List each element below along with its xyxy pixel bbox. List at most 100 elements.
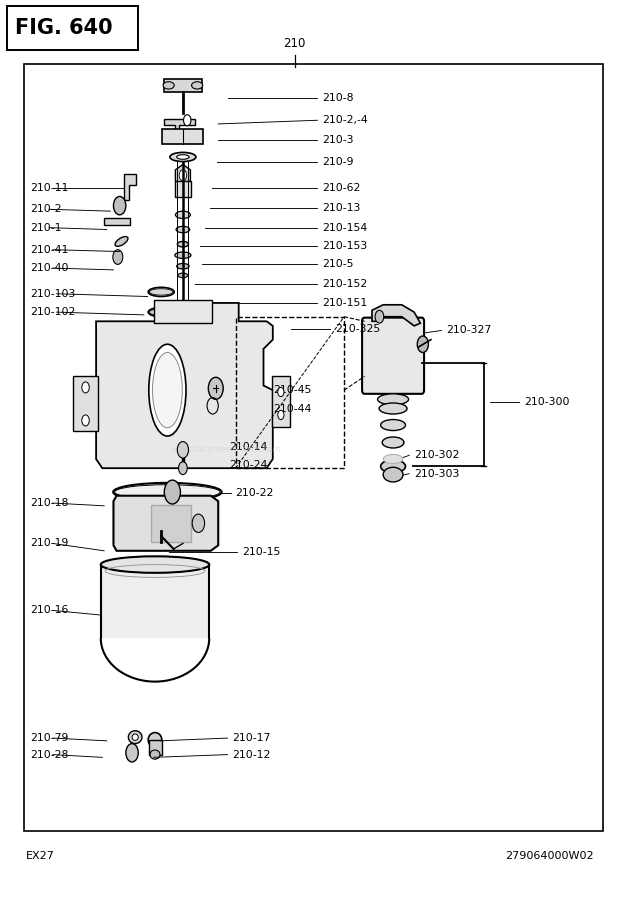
Text: 210-8: 210-8 xyxy=(322,94,354,103)
Bar xyxy=(154,300,212,323)
Circle shape xyxy=(179,462,187,475)
Circle shape xyxy=(164,480,180,504)
Text: 210-62: 210-62 xyxy=(322,184,361,193)
Ellipse shape xyxy=(177,241,188,247)
Ellipse shape xyxy=(378,394,409,405)
Ellipse shape xyxy=(175,252,191,259)
Ellipse shape xyxy=(381,460,405,473)
Text: 210-103: 210-103 xyxy=(30,289,75,298)
Bar xyxy=(151,505,191,542)
Ellipse shape xyxy=(379,404,407,413)
Ellipse shape xyxy=(115,237,128,246)
Bar xyxy=(162,129,203,144)
Bar xyxy=(149,740,162,755)
Text: 210-151: 210-151 xyxy=(322,298,368,308)
Text: 210-14: 210-14 xyxy=(229,442,268,452)
Ellipse shape xyxy=(381,420,405,431)
Text: 210-22: 210-22 xyxy=(236,488,274,498)
Text: 210-79: 210-79 xyxy=(30,733,68,743)
Ellipse shape xyxy=(149,308,173,315)
Text: 210-40: 210-40 xyxy=(30,263,68,273)
Text: 210-13: 210-13 xyxy=(322,204,361,213)
Ellipse shape xyxy=(382,438,404,447)
Text: 210-1: 210-1 xyxy=(30,223,61,232)
Ellipse shape xyxy=(132,734,138,740)
Circle shape xyxy=(417,336,428,353)
Text: 210-2: 210-2 xyxy=(30,205,61,214)
Polygon shape xyxy=(100,565,210,638)
Text: 210-102: 210-102 xyxy=(30,308,75,317)
Text: EX27: EX27 xyxy=(26,851,55,860)
Circle shape xyxy=(113,250,123,264)
Circle shape xyxy=(82,382,89,393)
Polygon shape xyxy=(124,174,136,200)
Text: 210-15: 210-15 xyxy=(242,547,280,556)
Text: 210-44: 210-44 xyxy=(273,405,311,414)
Text: FIG. 640: FIG. 640 xyxy=(15,18,112,39)
Ellipse shape xyxy=(100,556,210,573)
Circle shape xyxy=(192,514,205,532)
Ellipse shape xyxy=(379,403,407,414)
Bar xyxy=(175,181,191,197)
Ellipse shape xyxy=(148,733,162,747)
Text: 210-16: 210-16 xyxy=(30,606,68,615)
Ellipse shape xyxy=(128,731,142,744)
Circle shape xyxy=(278,387,284,397)
Text: 210-327: 210-327 xyxy=(446,326,492,335)
Bar xyxy=(24,64,603,831)
Bar xyxy=(272,376,290,427)
Ellipse shape xyxy=(178,274,188,277)
Ellipse shape xyxy=(177,155,189,160)
Text: 210-11: 210-11 xyxy=(30,184,68,193)
Text: 210-152: 210-152 xyxy=(322,279,368,288)
Bar xyxy=(73,376,98,431)
Polygon shape xyxy=(372,305,420,326)
Text: 210-12: 210-12 xyxy=(232,750,271,759)
Ellipse shape xyxy=(100,556,210,573)
Text: 210-303: 210-303 xyxy=(414,469,459,478)
Ellipse shape xyxy=(383,454,403,464)
Circle shape xyxy=(179,170,187,181)
Polygon shape xyxy=(175,164,190,186)
Circle shape xyxy=(177,442,188,458)
Text: 210-41: 210-41 xyxy=(30,245,68,254)
Circle shape xyxy=(113,196,126,215)
Ellipse shape xyxy=(383,467,403,482)
FancyBboxPatch shape xyxy=(362,318,424,394)
Text: 210-153: 210-153 xyxy=(322,241,368,251)
Text: eReplacementParts.com: eReplacementParts.com xyxy=(171,445,281,454)
Circle shape xyxy=(278,410,284,420)
Ellipse shape xyxy=(149,344,186,436)
Ellipse shape xyxy=(176,227,190,233)
Text: 210-154: 210-154 xyxy=(322,223,368,232)
Bar xyxy=(164,79,202,92)
Polygon shape xyxy=(96,303,273,468)
Polygon shape xyxy=(164,119,195,143)
Ellipse shape xyxy=(170,152,196,162)
Ellipse shape xyxy=(153,353,182,428)
Bar xyxy=(236,317,344,468)
Text: 210-18: 210-18 xyxy=(30,498,68,508)
Ellipse shape xyxy=(163,82,174,89)
Text: 210-28: 210-28 xyxy=(30,750,68,759)
Ellipse shape xyxy=(177,263,189,269)
Text: 279064000W02: 279064000W02 xyxy=(505,851,594,860)
Text: 210-19: 210-19 xyxy=(30,539,68,548)
Text: 210-45: 210-45 xyxy=(273,386,311,395)
Ellipse shape xyxy=(175,211,190,218)
Text: 210-24: 210-24 xyxy=(229,460,268,469)
Polygon shape xyxy=(104,218,130,225)
Text: 210-2,-4: 210-2,-4 xyxy=(322,116,368,125)
Circle shape xyxy=(208,377,223,399)
Circle shape xyxy=(184,115,191,126)
Text: 210-302: 210-302 xyxy=(414,451,459,460)
Text: 210-5: 210-5 xyxy=(322,260,354,269)
Ellipse shape xyxy=(150,750,160,759)
Text: 210-300: 210-300 xyxy=(524,397,569,407)
Ellipse shape xyxy=(382,437,404,448)
Ellipse shape xyxy=(381,420,405,430)
Ellipse shape xyxy=(192,82,203,89)
Text: 210: 210 xyxy=(283,38,306,50)
Circle shape xyxy=(126,744,138,762)
Circle shape xyxy=(375,310,384,323)
